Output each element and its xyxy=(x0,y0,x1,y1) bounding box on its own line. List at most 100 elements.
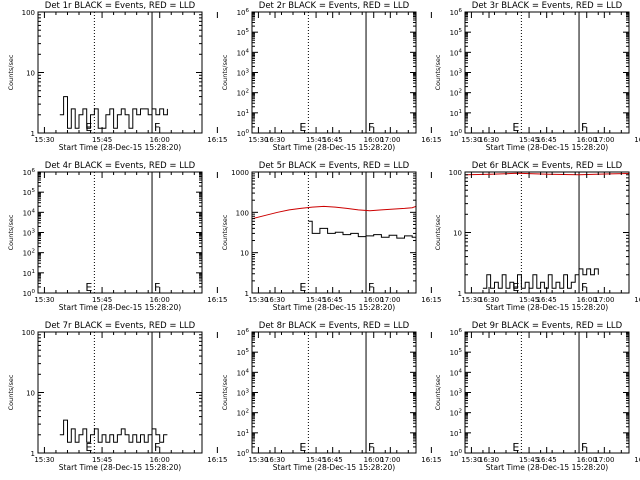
events-series-line xyxy=(314,411,345,435)
event-marker-label: E xyxy=(512,441,519,454)
x-tick-label: 16:15 xyxy=(207,296,227,304)
y-tick-label: 106 xyxy=(450,328,463,337)
x-axis-label: Start Time (28-Dec-15 15:28:20) xyxy=(59,463,181,472)
event-marker-label: F xyxy=(368,281,374,294)
x-tick-label: 16:45 xyxy=(323,296,343,304)
y-tick-label: 105 xyxy=(23,188,36,197)
y-tick-label: 103 xyxy=(237,69,250,78)
y-tick-label: 101 xyxy=(237,429,249,438)
y-tick-label: 1000 xyxy=(231,169,249,177)
x-tick-label: 17:00 xyxy=(594,136,614,144)
axes-frame xyxy=(464,11,630,134)
y-tick-label: 103 xyxy=(23,229,36,238)
y-tick-label: 10 xyxy=(240,250,249,258)
x-tick-label: 16:00 xyxy=(150,296,170,304)
y-tick-label: 1 xyxy=(245,290,249,298)
x-tick-label: 16:15 xyxy=(421,456,441,464)
x-tick-label: 16:45 xyxy=(323,136,343,144)
y-axis-label: Counts/sec xyxy=(221,54,229,90)
x-tick-label: 16:15 xyxy=(634,456,640,464)
y-tick-label: 102 xyxy=(237,409,249,418)
x-tick-label: 17:00 xyxy=(594,296,614,304)
y-tick-label: 102 xyxy=(237,89,249,98)
x-axis-label: Start Time (28-Dec-15 15:28:20) xyxy=(59,143,181,152)
y-tick-label: 104 xyxy=(23,208,36,217)
x-tick-label: 15:30 xyxy=(34,136,54,144)
chart-title: Det 2r BLACK = Events, RED = LLD xyxy=(259,1,410,11)
events-series-line xyxy=(321,91,348,109)
event-marker-label: E xyxy=(512,281,519,294)
chart-panel-6: Det 6r BLACK = Events, RED = LLDEFSE1101… xyxy=(434,161,640,312)
chart-title: Det 1r BLACK = Events, RED = LLD xyxy=(45,1,196,11)
chart-title: Det 6r BLACK = Events, RED = LLD xyxy=(472,161,623,171)
y-tick-label: 103 xyxy=(450,69,463,78)
y-axis-label: Counts/sec xyxy=(221,374,229,410)
axes-frame xyxy=(251,171,417,294)
event-marker-label: E xyxy=(85,121,92,134)
events-series-line xyxy=(535,209,577,224)
events-series-line xyxy=(59,419,168,443)
events-series-line xyxy=(308,220,416,239)
y-tick-label: 102 xyxy=(450,89,462,98)
y-tick-label: 104 xyxy=(450,48,463,57)
x-tick-label: 16:30 xyxy=(265,296,285,304)
x-tick-label: 16:15 xyxy=(634,136,640,144)
y-tick-label: 101 xyxy=(450,429,462,438)
y-tick-label: 103 xyxy=(237,389,250,398)
event-marker-label: E xyxy=(85,281,92,294)
x-tick-label: 16:30 xyxy=(265,456,285,464)
chart-title: Det 8r BLACK = Events, RED = LLD xyxy=(259,321,410,331)
y-axis-label: Counts/sec xyxy=(434,374,442,410)
chart-title: Det 3r BLACK = Events, RED = LLD xyxy=(472,1,623,11)
y-tick-label: 100 xyxy=(449,169,462,177)
y-tick-label: 100 xyxy=(22,329,35,337)
chart-title: Det 5r BLACK = Events, RED = LLD xyxy=(259,161,410,171)
y-tick-label: 100 xyxy=(236,209,249,217)
x-axis-label: Start Time (28-Dec-15 15:28:20) xyxy=(59,303,181,312)
x-tick-label: 16:30 xyxy=(265,136,285,144)
x-tick-label: 16:00 xyxy=(577,456,597,464)
event-marker-label: E xyxy=(522,441,529,454)
axes-frame xyxy=(251,331,417,454)
x-axis-label: Start Time (28-Dec-15 15:28:20) xyxy=(273,143,395,152)
x-axis-label: Start Time (28-Dec-15 15:28:20) xyxy=(273,463,395,472)
x-tick-label: 16:30 xyxy=(479,136,499,144)
lld-series-line xyxy=(465,172,629,176)
lld-series-line xyxy=(512,172,639,216)
y-axis-label: Counts/sec xyxy=(221,214,229,250)
events-series-line xyxy=(59,96,168,129)
x-tick-label: 16:45 xyxy=(537,296,557,304)
x-tick-label: 17:00 xyxy=(594,456,614,464)
x-tick-label: 16:15 xyxy=(207,136,227,144)
x-tick-label: 15:45 xyxy=(306,456,326,464)
y-tick-label: 104 xyxy=(450,368,463,377)
event-marker-label: F xyxy=(154,441,160,454)
x-tick-label: 15:30 xyxy=(461,296,481,304)
y-tick-label: 102 xyxy=(23,249,35,258)
chart-title: Det 9r BLACK = Events, RED = LLD xyxy=(472,321,623,331)
y-tick-label: 10 xyxy=(26,390,35,398)
event-marker-label: E xyxy=(299,281,306,294)
chart-panel-9: Det 9r BLACK = Events, RED = LLDEFSE1001… xyxy=(434,321,640,472)
y-tick-label: 106 xyxy=(23,168,36,177)
y-tick-label: 103 xyxy=(450,389,463,398)
x-tick-label: 15:30 xyxy=(461,456,481,464)
y-tick-label: 106 xyxy=(450,8,463,17)
x-axis-label: Start Time (28-Dec-15 15:28:20) xyxy=(273,303,395,312)
y-axis-label: Counts/sec xyxy=(7,54,15,90)
x-tick-label: 15:45 xyxy=(92,296,112,304)
chart-title: Det 4r BLACK = Events, RED = LLD xyxy=(45,161,196,171)
x-tick-label: 15:45 xyxy=(519,296,539,304)
x-tick-label: 16:00 xyxy=(150,136,170,144)
y-tick-label: 105 xyxy=(450,28,463,37)
x-tick-label: 15:30 xyxy=(248,136,268,144)
event-marker-label: F xyxy=(154,121,160,134)
